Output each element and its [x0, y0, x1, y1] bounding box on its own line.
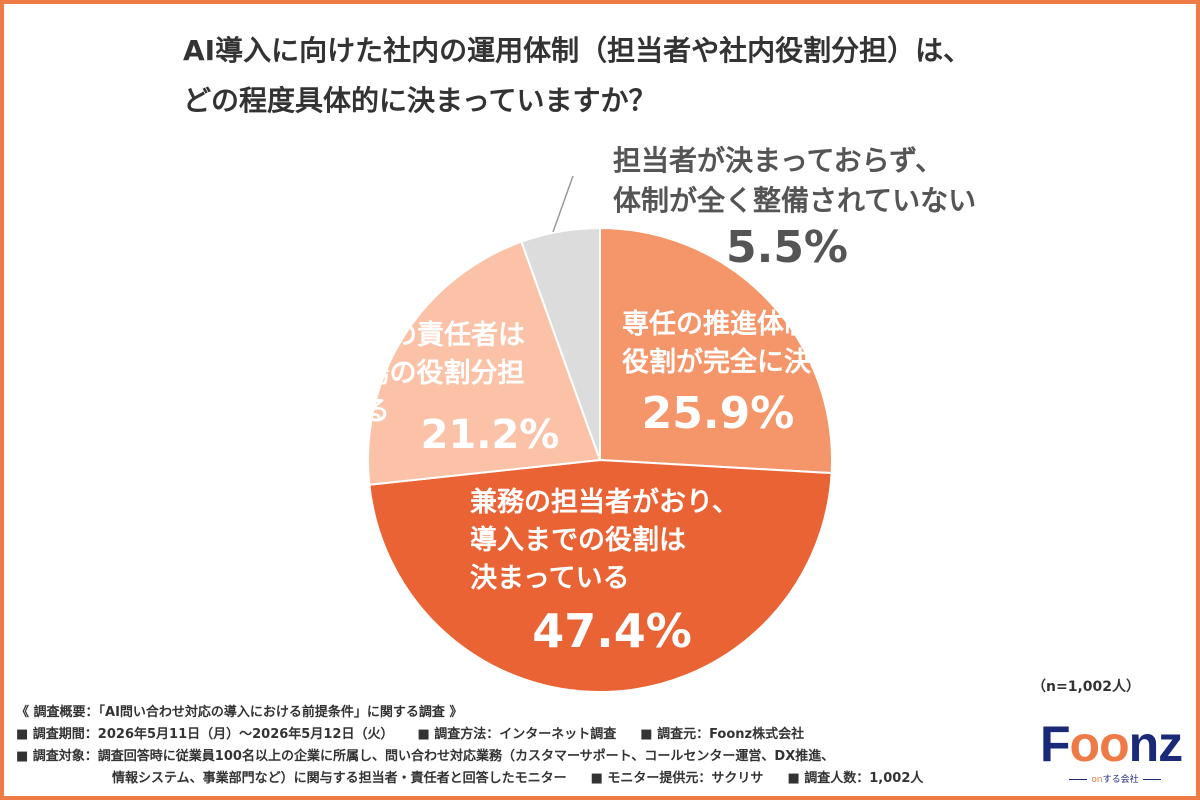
slice-label-3: 担当者が決まっておらず、体制が全く整備されていない [613, 144, 976, 217]
notes-provider: ■ モニター提供元：サクリサ [590, 771, 764, 786]
foonz-logo: Foonz onする会社 [1040, 716, 1190, 786]
slice-value-3: 5.5% [726, 222, 848, 273]
notes-source: ■ 調査元：Foonz株式会社 [640, 727, 805, 742]
slice-value-2: 21.2% [421, 412, 560, 458]
slice-label-2: プロジェクトの責任者はいるが、実務の役割分担は曖昧である [228, 320, 525, 427]
title-line-2: どの程度具体的に決まっていますか？ [183, 84, 657, 117]
logo-tagline: onする会社 [1060, 772, 1170, 785]
slice-label-1: 兼務の担当者がおり、導入までの役割は決まっている [470, 486, 739, 594]
notes-overview: 《 調査概要：「AI問い合わせ対応の導入における前提条件」に関する調査 》 [16, 705, 463, 720]
logo-wordmark: Foonz [1040, 716, 1183, 772]
slice-concurrent [368, 458, 833, 694]
sample-size: （n=1,002人） [1032, 679, 1140, 695]
chart-title: AI導入に向けた社内の運用体制（担当者や社内役割分担）は、 どの程度具体的に決ま… [183, 26, 1083, 126]
slice-label-0: 専任の推進体制があり、役割が完全に決まっている [622, 308, 944, 378]
slice-project-lead [366, 240, 602, 486]
leader-line [552, 175, 574, 233]
survey-notes: 《 調査概要：「AI問い合わせ対応の導入における前提条件」に関する調査 》 ■ … [16, 702, 1016, 790]
notes-respondents: ■ 調査人数：1,002人 [787, 771, 924, 786]
slice-value-1: 47.4% [532, 604, 692, 658]
notes-target-1: ■ 調査対象：調査回答時に従業員100名以上の企業に所属し、問い合わせ対応業務（… [16, 749, 835, 764]
slice-value-0: 25.9% [642, 388, 795, 439]
notes-target-2: 情報システム、事業部門など）に関与する担当者・責任者と回答したモニター [112, 771, 567, 786]
notes-method: ■ 調査方法：インターネット調査 [417, 727, 617, 742]
slice-none [520, 226, 601, 461]
slice-dedicated [599, 226, 833, 475]
title-line-1: AI導入に向けた社内の運用体制（担当者や社内役割分担）は、 [183, 34, 972, 67]
notes-period: ■ 調査期間：2026年5月11日（月）〜2026年5月12日（火） [16, 727, 394, 742]
